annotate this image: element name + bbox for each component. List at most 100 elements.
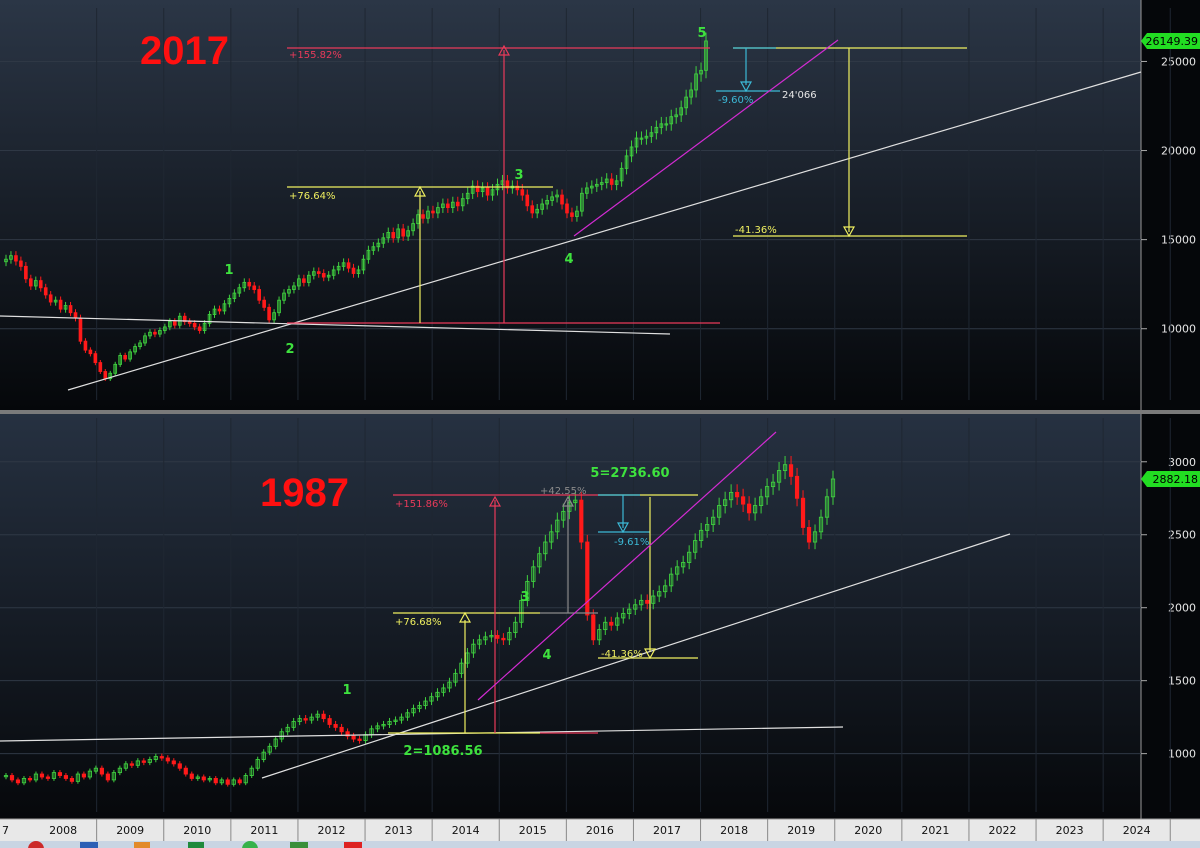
arrow-down-yellow	[842, 226, 856, 238]
candle-bear	[123, 355, 127, 360]
trendline-flat	[0, 315, 671, 335]
candle-bull	[3, 775, 9, 778]
arrow-up-grey	[561, 495, 575, 507]
candle-bear	[579, 499, 584, 543]
candle-bull	[675, 566, 680, 575]
candle-bull	[411, 223, 415, 232]
candle-bull	[426, 210, 430, 219]
candle-bull	[376, 242, 381, 248]
y-tick-label: 1000	[1168, 748, 1196, 761]
candle-bull	[597, 629, 602, 641]
last-price-label: 26149.39	[1146, 35, 1199, 48]
candle-bear	[257, 289, 262, 301]
candle-bull	[465, 192, 470, 200]
candle-bull	[490, 189, 495, 196]
candle-bull	[255, 759, 260, 769]
candle-bear	[505, 180, 510, 189]
candle-bear	[43, 287, 48, 296]
candle-bull	[460, 198, 465, 207]
candle-bull	[285, 726, 290, 733]
candle-bear	[741, 496, 746, 505]
candle-bull	[639, 137, 644, 140]
candle-bear	[183, 767, 188, 775]
candle-bull	[549, 531, 554, 543]
candle-bull	[315, 713, 320, 718]
candle-bear	[103, 371, 108, 380]
candle-bear	[172, 321, 177, 326]
candle-bull	[681, 562, 686, 568]
taskbar-icon-chrome[interactable]	[242, 841, 258, 848]
x-tick-label: 2019	[787, 824, 815, 837]
candle-bull	[282, 292, 286, 301]
candle-bull	[33, 773, 39, 781]
x-tick-label: 2011	[250, 824, 278, 837]
candle-bull	[405, 712, 410, 718]
taskbar-icon-word[interactable]	[80, 842, 98, 848]
taskbar-icon-red-app[interactable]	[344, 842, 362, 848]
candle-bull	[550, 196, 554, 201]
wave-label-5: 5	[697, 26, 706, 41]
candle-bull	[133, 346, 137, 353]
candle-bull	[717, 505, 722, 518]
trendline-channel	[573, 39, 839, 237]
candle-bear	[302, 278, 306, 283]
candle-bull	[477, 639, 482, 645]
top-panel-bg	[0, 0, 1141, 410]
trendline-flat	[0, 726, 844, 742]
candle-bull	[627, 608, 632, 614]
candle-bull	[684, 96, 688, 109]
candle-bull	[818, 516, 824, 533]
y-tick-label: 2500	[1168, 529, 1196, 542]
candle-bear	[501, 637, 506, 641]
candle-bear	[346, 262, 351, 269]
candle-bull	[634, 137, 639, 148]
candle-bull	[453, 672, 458, 683]
candle-bull	[242, 281, 247, 289]
taskbar-icon-excel[interactable]	[188, 842, 204, 848]
candle-bear	[609, 621, 614, 626]
candle-bear	[321, 713, 326, 720]
candle-bull	[153, 756, 158, 760]
panel-divider[interactable]	[0, 410, 1200, 414]
x-tick-label: 2014	[452, 824, 480, 837]
label-up1: +76.64%	[289, 191, 336, 202]
candle-bull	[291, 721, 296, 728]
candle-bull	[659, 123, 664, 128]
candle-bull	[669, 573, 674, 587]
candle-bear	[339, 726, 344, 733]
taskbar-icon-rss[interactable]	[134, 842, 150, 848]
candle-bull	[654, 126, 659, 134]
candle-bear	[391, 232, 396, 239]
candle-bear	[45, 776, 51, 779]
candle-bull	[669, 116, 674, 125]
arrow-down-cyan	[739, 81, 753, 93]
candle-bull	[279, 731, 284, 740]
candle-bull	[471, 643, 476, 654]
candle-bear	[645, 599, 650, 604]
taskbar-icon-app[interactable]	[290, 842, 308, 848]
candle-bull	[51, 772, 57, 779]
candle-bull	[399, 716, 404, 721]
candle-bull	[561, 510, 566, 521]
candle-bull	[243, 775, 248, 784]
candle-bull	[624, 155, 629, 169]
x-tick-label: 2008	[49, 824, 77, 837]
candle-bear	[351, 267, 356, 274]
label-down-big: -41.36%	[735, 225, 777, 236]
candle-bear	[788, 464, 794, 477]
taskbar-icon-red[interactable]	[28, 841, 44, 848]
candle-bull	[639, 599, 644, 606]
candle-bull	[447, 681, 452, 689]
candle-bull	[261, 751, 266, 760]
candle-bull	[540, 203, 544, 210]
candle-bear	[421, 214, 425, 219]
candle-bull	[535, 208, 540, 214]
candle-bull	[219, 779, 224, 784]
candle-bear	[58, 299, 63, 310]
x-tick-label: 2018	[720, 824, 748, 837]
candle-bear	[446, 203, 450, 209]
candle-bear	[99, 767, 104, 775]
candle-bull	[406, 230, 410, 237]
candle-bull	[699, 529, 704, 542]
